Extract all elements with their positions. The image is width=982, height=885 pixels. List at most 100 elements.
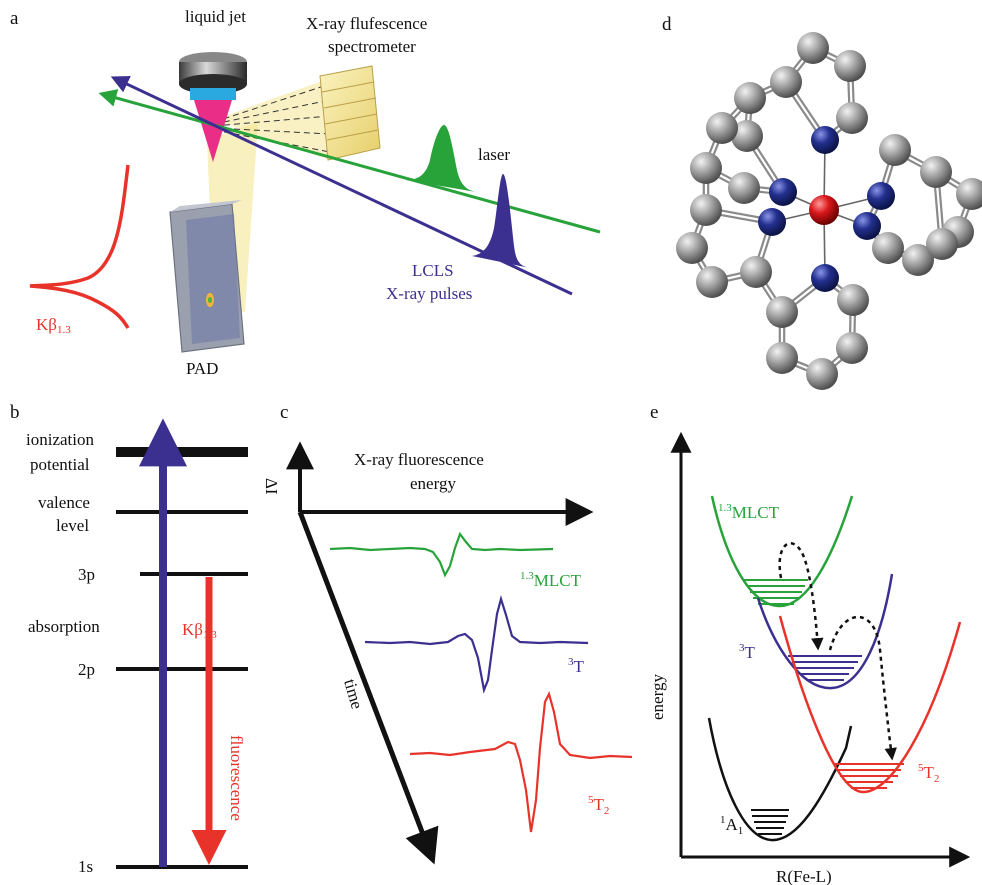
carbon-atom: [706, 112, 738, 144]
jet-ring: [190, 88, 236, 100]
carbon-atom: [690, 194, 722, 226]
pad-spot-core: [208, 297, 212, 303]
spectrometer-label-2: spectrometer: [328, 37, 416, 56]
carbon-atom: [836, 102, 868, 134]
nitrogen-atom: [811, 264, 839, 292]
laser-label: laser: [478, 145, 510, 164]
carbon-atom: [902, 244, 934, 276]
carbon-atom: [872, 232, 904, 264]
panel-d: d: [662, 14, 982, 390]
carbon-atom: [956, 178, 982, 210]
nitrogen-atom: [811, 126, 839, 154]
crystal-lines: [321, 81, 379, 141]
svg-text:Kβ1.3: Kβ1.3: [36, 315, 71, 336]
panel-e: e: [648, 402, 971, 885]
isc-arrow-2: [828, 615, 897, 761]
panel-c-label: c: [280, 402, 288, 423]
laser-pulse: [406, 125, 476, 192]
energy-axis-e-label: energy: [648, 674, 667, 720]
levels-mlct: [744, 579, 808, 605]
nitrogen-atom: [853, 212, 881, 240]
fluorescence-label: fluorescence: [227, 735, 246, 821]
panel-a-label: a: [10, 8, 19, 29]
carbon-atom: [836, 332, 868, 364]
liquid-jet-label: liquid jet: [185, 7, 246, 26]
kbeta-label-a: Kβ: [36, 315, 57, 334]
svg-text:1.3MLCT: 1.3MLCT: [718, 502, 780, 522]
svg-text:1.3MLCT: 1.3MLCT: [520, 570, 582, 590]
absorption-label: absorption: [28, 617, 100, 636]
a1-state-sup: 1: [720, 814, 726, 826]
kbeta-sub-a: 1.3: [57, 324, 71, 336]
carbon-atom: [766, 342, 798, 374]
well-mlct: [710, 495, 854, 608]
energy-axis-label-2: energy: [410, 474, 456, 493]
mlct-state-sup: 1.3: [718, 502, 732, 514]
pad-top: [170, 200, 242, 212]
well-5t2: [778, 615, 962, 794]
trace-3t-label: T: [574, 657, 585, 676]
carbon-atom: [766, 296, 798, 328]
svg-text:3T: 3T: [739, 642, 756, 662]
molecule-structure: [676, 32, 982, 390]
well-3t: [756, 573, 894, 690]
trace-5t2-sub: 2: [604, 805, 610, 817]
trace-5t2: [409, 690, 633, 833]
distance-axis-label: R(Fe-L): [776, 867, 832, 885]
ionization-label-2: potential: [30, 455, 90, 474]
carbon-atom: [770, 66, 802, 98]
trace-mlct-label: MLCT: [534, 571, 582, 590]
iron-atom: [809, 195, 839, 225]
trace-5t2-label: T: [594, 795, 605, 814]
carbon-atom: [740, 256, 772, 288]
level-1s-label: 1s: [78, 857, 93, 876]
isc-arrow-1: [778, 542, 824, 651]
carbon-atom: [690, 152, 722, 184]
levels-3t: [788, 655, 862, 681]
trace-3t-sup: 3: [568, 656, 574, 668]
nitrogen-atom: [758, 208, 786, 236]
carbon-atom: [926, 228, 958, 260]
carbon-atom: [676, 232, 708, 264]
lcls-label-2: X-ray pulses: [386, 284, 472, 303]
carbon-atom: [837, 284, 869, 316]
valence-label-2: level: [56, 516, 89, 535]
levels-5t2: [834, 763, 904, 789]
kbeta-sub-b: 1.3: [203, 629, 217, 641]
panel-c: c ΔI X-ray fluorescence energy time 1.3M…: [262, 402, 633, 865]
level-3p-label: 3p: [78, 565, 95, 584]
carbon-atom: [797, 32, 829, 64]
a1-state-sub: 1: [738, 825, 744, 837]
svg-text:Kβ1.3: Kβ1.3: [182, 620, 217, 641]
svg-text:5T2: 5T2: [918, 762, 939, 785]
valence-label-1: valence: [38, 493, 90, 512]
levels-1a1: [751, 809, 789, 835]
trace-mlct-sup: 1.3: [520, 570, 534, 582]
panel-a: a: [10, 7, 601, 378]
xray-pulse: [472, 174, 530, 268]
t5-state-label: T: [924, 763, 935, 782]
carbon-atom: [728, 172, 760, 204]
spectrometer-beam: [214, 78, 330, 160]
svg-text:3T: 3T: [568, 656, 585, 676]
delta-i-label: ΔI: [262, 478, 281, 495]
trace-3t: [364, 595, 589, 694]
carbon-atom: [879, 134, 911, 166]
liquid-jet-cone: [194, 100, 232, 162]
carbon-atom: [696, 266, 728, 298]
well-1a1: [707, 717, 853, 842]
beam-dashes: [213, 83, 331, 153]
carbon-atom: [731, 120, 763, 152]
kbeta-spectrum: [29, 164, 130, 329]
panel-b-label: b: [10, 402, 20, 423]
t3-state-sup: 3: [739, 642, 745, 654]
carbon-atom: [834, 50, 866, 82]
carbon-atom: [734, 82, 766, 114]
pad-face: [186, 214, 240, 344]
panel-d-label: d: [662, 14, 672, 35]
carbon-atom: [806, 358, 838, 390]
svg-text:5T2: 5T2: [588, 794, 609, 817]
panel-b: b ionization potential valence level 3p …: [10, 402, 248, 876]
mlct-state-label: MLCT: [732, 503, 780, 522]
spectrometer-crystal: [319, 65, 381, 161]
